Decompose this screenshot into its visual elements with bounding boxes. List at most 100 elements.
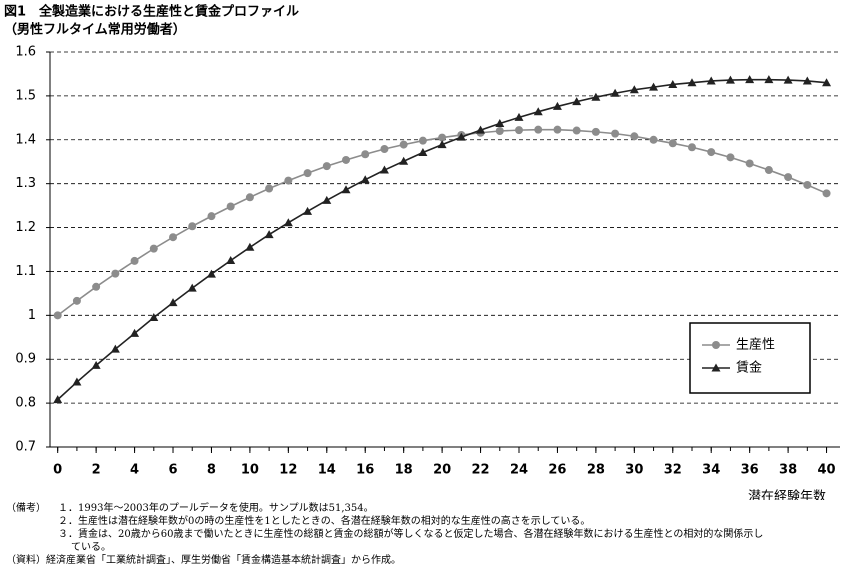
marker [495, 119, 505, 128]
marker [92, 282, 101, 291]
y-tick-label: 1.2 [15, 220, 36, 235]
marker [725, 75, 735, 84]
marker [553, 125, 562, 134]
marker [572, 97, 582, 106]
marker [188, 222, 197, 231]
marker [783, 75, 793, 84]
marker [226, 202, 235, 211]
marker [418, 148, 428, 157]
marker [437, 140, 447, 149]
source-block: （資料） 経済産業省「工業統計調査」、厚生労働省「賃金構造基本統計調査」から作成… [6, 554, 766, 567]
marker [630, 132, 639, 141]
x-tick-label: 22 [472, 463, 490, 478]
marker [111, 269, 120, 278]
x-tick-label: 16 [356, 463, 374, 478]
marker [284, 176, 293, 185]
notes-label: （備考） [6, 503, 46, 514]
marker [591, 127, 600, 136]
marker [687, 143, 696, 152]
marker [149, 313, 159, 322]
marker [361, 150, 370, 159]
marker [399, 140, 408, 149]
marker [399, 156, 409, 165]
legend-marker [712, 341, 720, 349]
marker [629, 85, 639, 94]
marker [707, 148, 716, 157]
marker [476, 125, 486, 134]
series-line [57, 128, 827, 316]
marker [149, 244, 158, 253]
legend-label: 賃金 [736, 360, 762, 376]
marker [342, 155, 351, 164]
source-label: （資料） [6, 555, 46, 566]
marker [264, 230, 274, 239]
marker [533, 107, 543, 116]
y-tick-label: 0.8 [15, 396, 36, 411]
marker [764, 166, 773, 175]
x-tick-label: 18 [395, 463, 413, 478]
x-tick-label: 28 [587, 463, 605, 478]
marker [534, 125, 543, 134]
marker [110, 344, 120, 353]
marker [265, 184, 274, 193]
marker [72, 377, 82, 386]
note: １．1993年～2003年のプールデータを使用。サンプル数は51,354。 [58, 503, 374, 514]
marker [130, 328, 140, 337]
marker [360, 175, 370, 184]
y-tick-label: 1 [28, 308, 36, 323]
marker [169, 233, 178, 242]
y-tick-label: 1.4 [15, 132, 36, 147]
y-tick-label: 1.1 [15, 264, 36, 279]
marker [53, 395, 63, 404]
marker [649, 82, 659, 91]
x-tick-label: 20 [433, 463, 451, 478]
marker [802, 76, 812, 85]
marker [341, 185, 351, 194]
x-tick-label: 14 [318, 463, 336, 478]
marker [552, 101, 562, 110]
x-axis-label: 潜在経験年数 [748, 490, 826, 501]
x-tick-label: 40 [817, 463, 835, 478]
notes-block: （備考） １．1993年～2003年のプールデータを使用。サンプル数は51,35… [6, 502, 766, 554]
x-tick-label: 10 [241, 463, 259, 478]
marker [803, 180, 812, 189]
x-tick-label: 0 [53, 463, 62, 478]
marker [283, 218, 293, 227]
marker [226, 255, 236, 264]
y-tick-label: 1.3 [15, 176, 36, 191]
marker [322, 195, 332, 204]
source-text: 経済産業省「工業統計調査」、厚生労働省「賃金構造基本統計調査」から作成。 [46, 555, 401, 566]
legend-marker [711, 363, 721, 372]
marker [706, 76, 716, 85]
marker [245, 242, 255, 251]
x-tick-label: 38 [779, 463, 797, 478]
x-tick-label: 12 [279, 463, 297, 478]
marker [610, 88, 620, 97]
marker [611, 129, 620, 138]
marker [591, 92, 601, 101]
marker [514, 112, 524, 121]
marker [687, 78, 697, 87]
marker [303, 169, 312, 178]
notes: （備考） １．1993年～2003年のプールデータを使用。サンプル数は51,35… [6, 502, 766, 567]
marker [322, 162, 331, 171]
marker [456, 132, 466, 141]
marker [668, 79, 678, 88]
marker [168, 298, 178, 307]
marker [572, 126, 581, 135]
notes-items: １．1993年～2003年のプールデータを使用。サンプル数は51,354。 ２．… [58, 502, 766, 554]
x-tick-label: 26 [548, 463, 566, 478]
marker [379, 165, 389, 174]
marker [784, 173, 793, 182]
marker [206, 269, 216, 278]
x-tick-label: 36 [741, 463, 759, 478]
y-tick-label: 0.7 [15, 440, 36, 455]
marker [72, 296, 81, 305]
marker [822, 78, 832, 87]
marker [418, 136, 427, 145]
x-tick-label: 2 [92, 463, 101, 478]
chart-subtitle: （男性フルタイム常用労働者） [4, 22, 186, 38]
x-tick-label: 4 [130, 463, 139, 478]
